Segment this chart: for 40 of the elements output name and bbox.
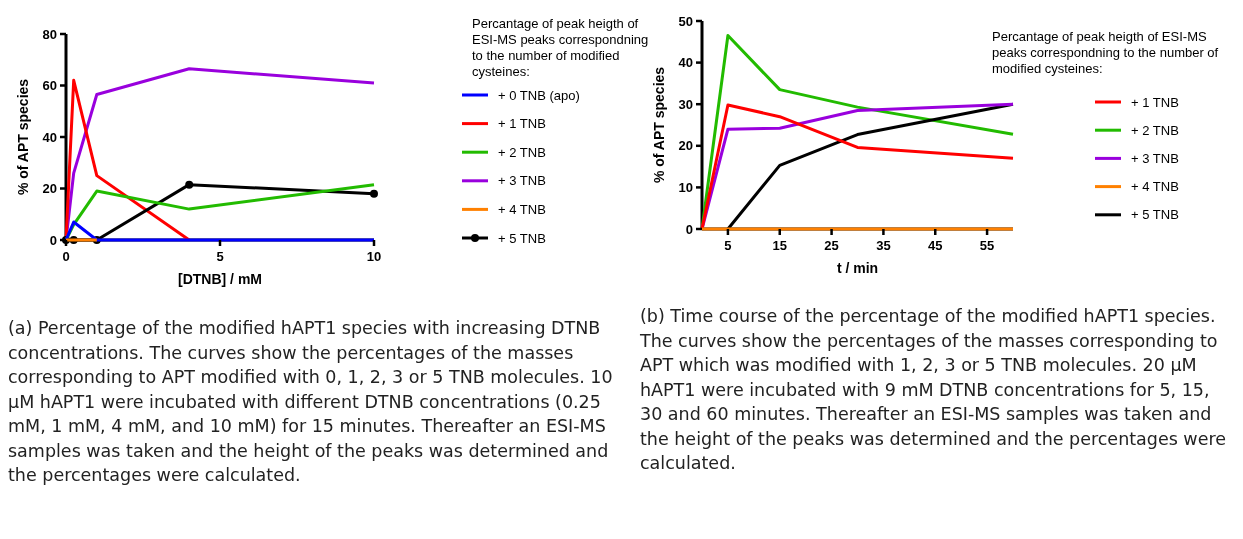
y-tick-label: 20 bbox=[678, 138, 693, 154]
legend-label: + 3 TNB bbox=[498, 173, 546, 189]
y-axis-title: % of APT species bbox=[651, 66, 667, 184]
y-tick-label: 20 bbox=[42, 181, 57, 197]
legend-title: Percantage of peak heigth of ESI-MS peaks correspondning to the number of modified cysteines: bbox=[472, 16, 649, 79]
legend-label: + 2 TNB bbox=[498, 144, 546, 160]
y-tick-label: 10 bbox=[678, 179, 693, 195]
y-tick-label: 30 bbox=[678, 96, 693, 112]
y-tick-label: 50 bbox=[678, 13, 693, 29]
y-tick-label: 0 bbox=[685, 221, 693, 237]
legend-label: + 1 TNB bbox=[498, 116, 546, 132]
text: (b) Time course of the percentage of the modified hAPT1 species. The curves show the percentages of the masses corresponding to APT which was modified with 1, 2, 3 or 5 TNB molecules. 20 μM hAPT1 were incubated with 9 mM DTNB concentrations for 5, 15, 30 and 60 minutes. Thereafter an ESI-MS samples was taken and the height of the peaks was determined and the percentages were calculated. bbox=[639, 306, 1227, 473]
x-tick-label: 35 bbox=[876, 238, 891, 253]
legend-label: + 4 TNB bbox=[498, 201, 546, 217]
y-tick-label: 60 bbox=[42, 78, 57, 94]
x-tick-label: 55 bbox=[979, 238, 995, 253]
y-tick-label: 40 bbox=[678, 55, 693, 71]
x-tick-label: 0 bbox=[62, 249, 70, 264]
legend-label: + 2 TNB bbox=[1131, 122, 1179, 138]
x-tick-label: 5 bbox=[724, 238, 732, 253]
legend-label: + 3 TNB bbox=[1131, 150, 1179, 166]
legend-title: Percantage of peak heigth of ESI-MS peaks correspondning to the number of modified cysteines: bbox=[992, 29, 1219, 76]
x-tick-label: 5 bbox=[216, 249, 224, 264]
x-axis-title: t / min bbox=[836, 260, 879, 276]
x-tick-label: 25 bbox=[824, 238, 839, 253]
y-axis-title: % of APT species bbox=[15, 78, 31, 196]
x-tick-label: 15 bbox=[772, 238, 787, 253]
y-tick-label: 80 bbox=[42, 26, 57, 42]
legend-label: + 0 TNB (apo) bbox=[498, 87, 580, 103]
x-tick-label: 45 bbox=[928, 238, 943, 253]
legend-label: + 5 TNB bbox=[498, 230, 546, 246]
x-axis-title: [DTNB] / mM bbox=[178, 271, 262, 287]
text: (a) Percentage of the modified hAPT1 species with increasing DTNB concentrations. The curves show the percentages of the masses corresponding to APT modified with 0, 1, 2, 3 or 5 TNB molecules. 10 μM hAPT1 were incubated with different DTNB concentrations (0.25 mM, 1 mM, 4 mM, and 10 mM) for 15 minutes. Thereafter an ESI-MS samples was taken and the height of the peaks was determined and the percentages were calculated. bbox=[8, 318, 613, 485]
point bbox=[185, 180, 194, 189]
point bbox=[370, 189, 378, 198]
x-tick-label: 10 bbox=[366, 249, 382, 264]
legend-label: + 4 TNB bbox=[1131, 179, 1179, 195]
legend-label: + 1 TNB bbox=[1131, 94, 1179, 110]
legend-label: + 5 TNB bbox=[1131, 207, 1179, 223]
y-tick-label: 40 bbox=[42, 129, 57, 145]
